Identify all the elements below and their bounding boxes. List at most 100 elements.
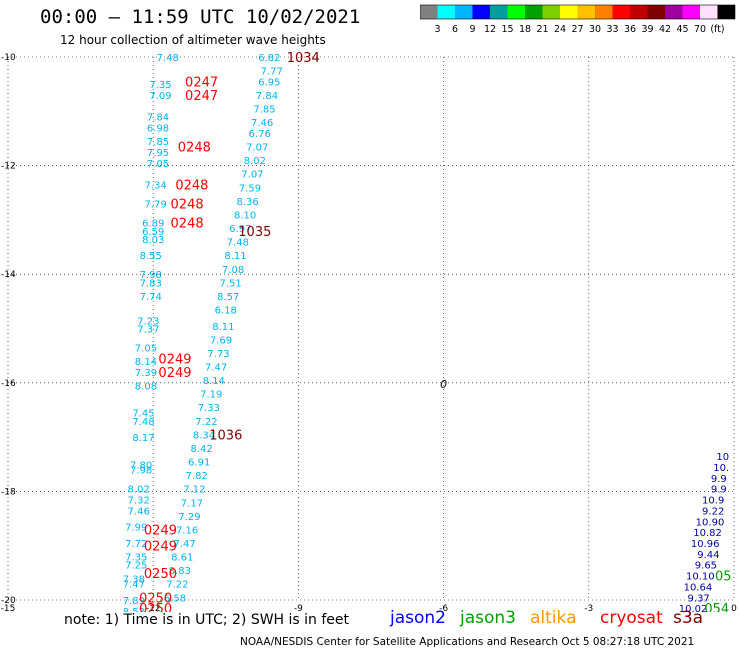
swh-value-label: 7.79 [144, 200, 166, 211]
swh-value-label: 7.39 [135, 368, 157, 379]
swh-value-label: 8.14 [203, 376, 225, 387]
y-tick-label: -20 [1, 596, 16, 606]
swh-value-label: 8.11 [224, 251, 246, 262]
colorbar-swatch [665, 5, 683, 19]
colorbar-swatch [507, 5, 525, 19]
pass-time-label: 0247 [185, 75, 218, 90]
swh-value-label: 8.42 [190, 444, 212, 455]
swh-value-label: 7.73 [207, 349, 229, 360]
colorbar-label: 30 [589, 24, 601, 35]
jason2-value-label: 9.65 [695, 561, 717, 572]
pass-time-label: 05 [715, 570, 732, 585]
swh-value-label: 6.58 [164, 593, 186, 604]
x-tick-label: 0 [731, 604, 737, 612]
colorbar-label: 15 [501, 24, 513, 35]
jason2-value-label: 10.9 [702, 496, 724, 507]
swh-value-label: 7.47 [123, 580, 145, 591]
colorbar-label: 21 [536, 24, 548, 35]
swh-value-label: 7.32 [128, 496, 150, 507]
swh-value-label: 7.16 [176, 525, 198, 536]
swh-value-label: 8.57 [217, 292, 239, 303]
swh-value-label: 8.52 [123, 607, 145, 612]
pass-time-label: 1036 [209, 428, 242, 443]
pass-time-label: 0249 [158, 366, 191, 381]
color-scale-legend: 3 6 9 12 15 18 21 24 27 30 33 36 39 42 45 70 (ft) [420, 4, 736, 35]
swh-value-label: 7.33 [198, 403, 220, 414]
swh-value-label: 7.05 [147, 159, 169, 170]
swh-value-label: 7.48 [157, 53, 179, 64]
colorbar-swatch [525, 5, 543, 19]
x-tick-label: -12 [146, 604, 161, 612]
jason2-value-label: 10 [716, 452, 729, 463]
legend-jason2: jason2 [390, 608, 446, 628]
jason2-value-label: 9.9 [711, 474, 727, 485]
jason2-value-label: 9.9 [711, 485, 727, 496]
x-tick-label: -6 [439, 604, 448, 612]
swh-value-label: 7.45 [132, 409, 154, 420]
y-tick-label: -12 [1, 162, 16, 172]
colorbar-swatch [682, 5, 700, 19]
swh-value-label: 7.29 [178, 512, 200, 523]
swh-value-label: 7.82 [186, 471, 208, 482]
colorbar-label: 6 [452, 24, 458, 35]
swh-value-label: 6.59 [142, 227, 164, 238]
swh-value-label: 7.17 [181, 498, 203, 509]
footnote: note: 1) Time is in UTC; 2) SWH is in fe… [64, 612, 350, 628]
swh-value-label: 8.36 [236, 197, 258, 208]
pass-time-label: 0249 [144, 540, 177, 555]
pass-time-label: 0248 [178, 141, 211, 156]
swh-value-label: 7.80 [130, 460, 152, 471]
swh-value-label: 8.02 [244, 156, 266, 167]
colorbar-swatch [437, 5, 455, 19]
swh-value-label: 7.23 [137, 316, 159, 327]
legend-jason3: jason3 [460, 608, 516, 628]
swh-value-label: 7.46 [128, 506, 150, 517]
colorbar-swatch [490, 5, 508, 19]
pass-time-label: 0250 [144, 567, 177, 582]
swh-value-label: 8.02 [128, 485, 150, 496]
pass-time-label: 054 [704, 602, 729, 612]
colorbar-swatch [472, 5, 490, 19]
swh-value-label: 7.47 [174, 539, 196, 550]
pass-time-label: 0247 [185, 89, 218, 104]
x-tick-label: -9 [294, 604, 303, 612]
swh-value-label: 8.08 [135, 382, 157, 393]
swh-value-label: 7.59 [239, 183, 261, 194]
pass-time-label: 0248 [171, 198, 204, 213]
swh-value-label: 8.34 [193, 430, 215, 441]
x-tick-label: -3 [584, 604, 593, 612]
chart-subtitle: 12 hour collection of altimeter wave hei… [60, 33, 326, 47]
swh-value-label: 8.55 [140, 251, 162, 262]
swh-value-label: 7.34 [144, 181, 166, 192]
y-tick-label: -18 [1, 487, 16, 497]
swh-value-label: 7.89 [123, 596, 145, 607]
pass-time-label: 0248 [171, 217, 204, 232]
swh-value-label: 7.35 [125, 553, 147, 564]
colorbar-swatch [420, 5, 438, 19]
swh-value-label: 7.37 [137, 325, 159, 336]
swh-value-label: 8.11 [212, 322, 234, 333]
swh-value-label: 6.95 [258, 77, 280, 88]
colorbar-swatch [542, 5, 560, 19]
swh-value-label: 7.25 [125, 561, 147, 572]
pass-time-label: 0249 [158, 352, 191, 367]
swh-value-label: 6.89 [142, 219, 164, 230]
colorbar-label: 12 [484, 24, 496, 35]
swh-value-label: 8.03 [142, 235, 164, 246]
jason2-value-label: 10.96 [691, 539, 720, 550]
colorbar-swatch [577, 5, 595, 19]
swh-value-label: 7.48 [227, 238, 249, 249]
swh-value-label: 7.05 [135, 344, 157, 355]
swh-value-label: 7.99 [125, 523, 147, 534]
swh-value-label: 7.46 [251, 118, 273, 129]
swh-value-label: 6.76 [249, 129, 271, 140]
y-tick-label: -14 [1, 270, 16, 280]
chart-title: 00:00 – 11:59 UTC 10/02/2021 [40, 6, 361, 28]
jason2-value-label: 9.22 [702, 506, 724, 517]
colorbar-label: 33 [606, 24, 618, 35]
colorbar-border [420, 4, 736, 20]
colorbar-swatch [700, 5, 718, 19]
colorbar-label: 27 [571, 24, 583, 35]
colorbar-swatch [717, 5, 735, 19]
colorbar-swatch [612, 5, 630, 19]
